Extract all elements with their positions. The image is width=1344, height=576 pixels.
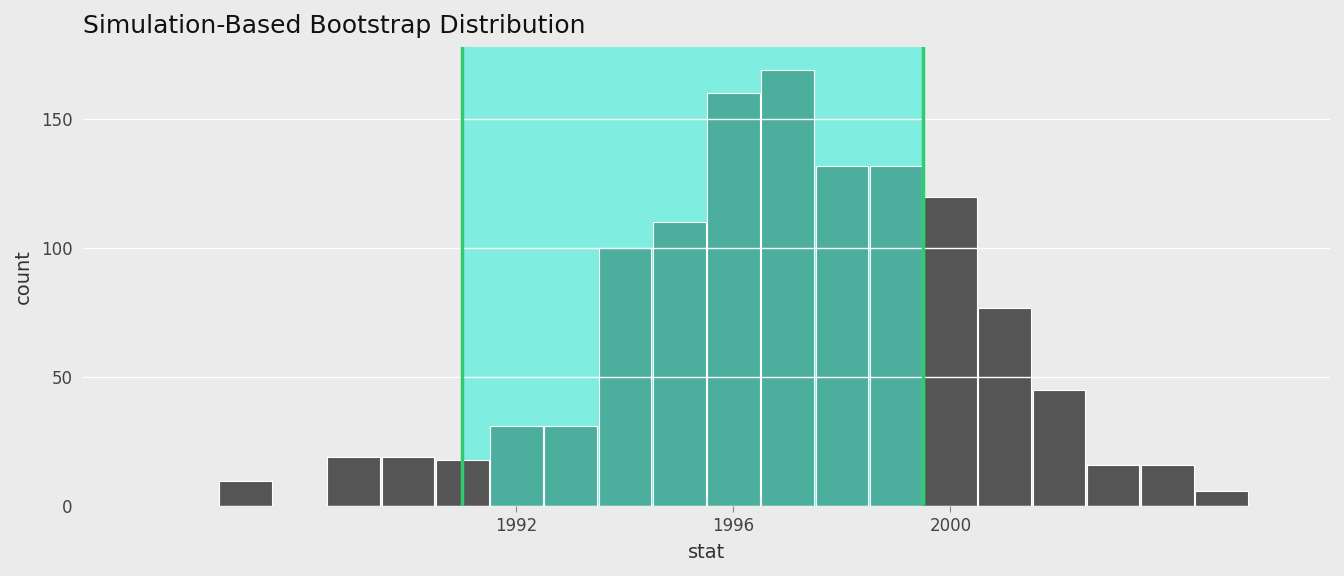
Y-axis label: count: count (13, 249, 32, 304)
Bar (1141, 465, 1193, 506)
Bar (462, 47, 923, 506)
Bar (382, 457, 434, 506)
Bar (762, 70, 814, 506)
Bar (978, 308, 1031, 506)
Bar (653, 222, 706, 506)
Bar (598, 248, 652, 506)
Bar (219, 480, 271, 506)
Bar (544, 426, 597, 506)
Bar (707, 93, 759, 506)
Bar (435, 460, 489, 506)
Bar (1087, 465, 1140, 506)
Bar (491, 426, 543, 506)
Bar (816, 165, 868, 506)
Bar (870, 165, 922, 506)
Bar (1032, 390, 1085, 506)
X-axis label: stat: stat (688, 543, 724, 562)
Bar (1195, 491, 1249, 506)
Bar (328, 457, 380, 506)
Bar (925, 196, 977, 506)
Text: Simulation-Based Bootstrap Distribution: Simulation-Based Bootstrap Distribution (82, 14, 585, 38)
